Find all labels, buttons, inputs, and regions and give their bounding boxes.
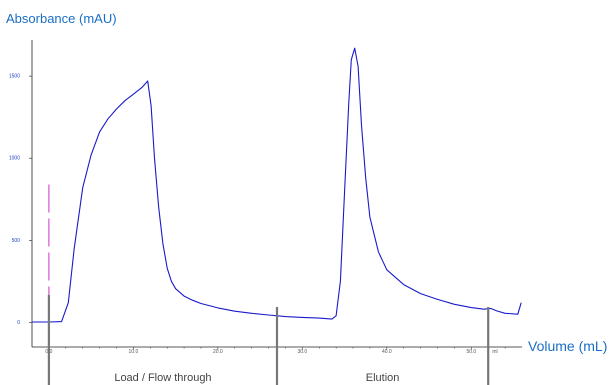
x-tick-label: 50.0	[466, 349, 476, 355]
x-tick-label: 30.0	[297, 349, 307, 355]
x-tick-label: 10.0	[129, 349, 139, 355]
y-tick-label: 0	[17, 320, 20, 326]
y-tick-label: 500	[12, 238, 21, 244]
x-tick-label: 20.0	[213, 349, 223, 355]
region-label: Load / Flow through	[114, 372, 212, 384]
chart-marks	[32, 47, 522, 385]
y-tick-label: 1500	[9, 74, 20, 80]
axes: 0500100015000.010.020.030.040.050.0ml	[9, 40, 522, 355]
x-unit-label: ml	[492, 349, 497, 355]
x-axis-title: Volume (mL)	[528, 338, 608, 354]
y-tick-label: 1000	[9, 156, 20, 162]
region-label: Elution	[365, 372, 400, 384]
series-line-0	[32, 47, 522, 323]
x-tick-label: 40.0	[382, 349, 392, 355]
y-axis-title: Absorbance (mAU)	[6, 11, 117, 26]
